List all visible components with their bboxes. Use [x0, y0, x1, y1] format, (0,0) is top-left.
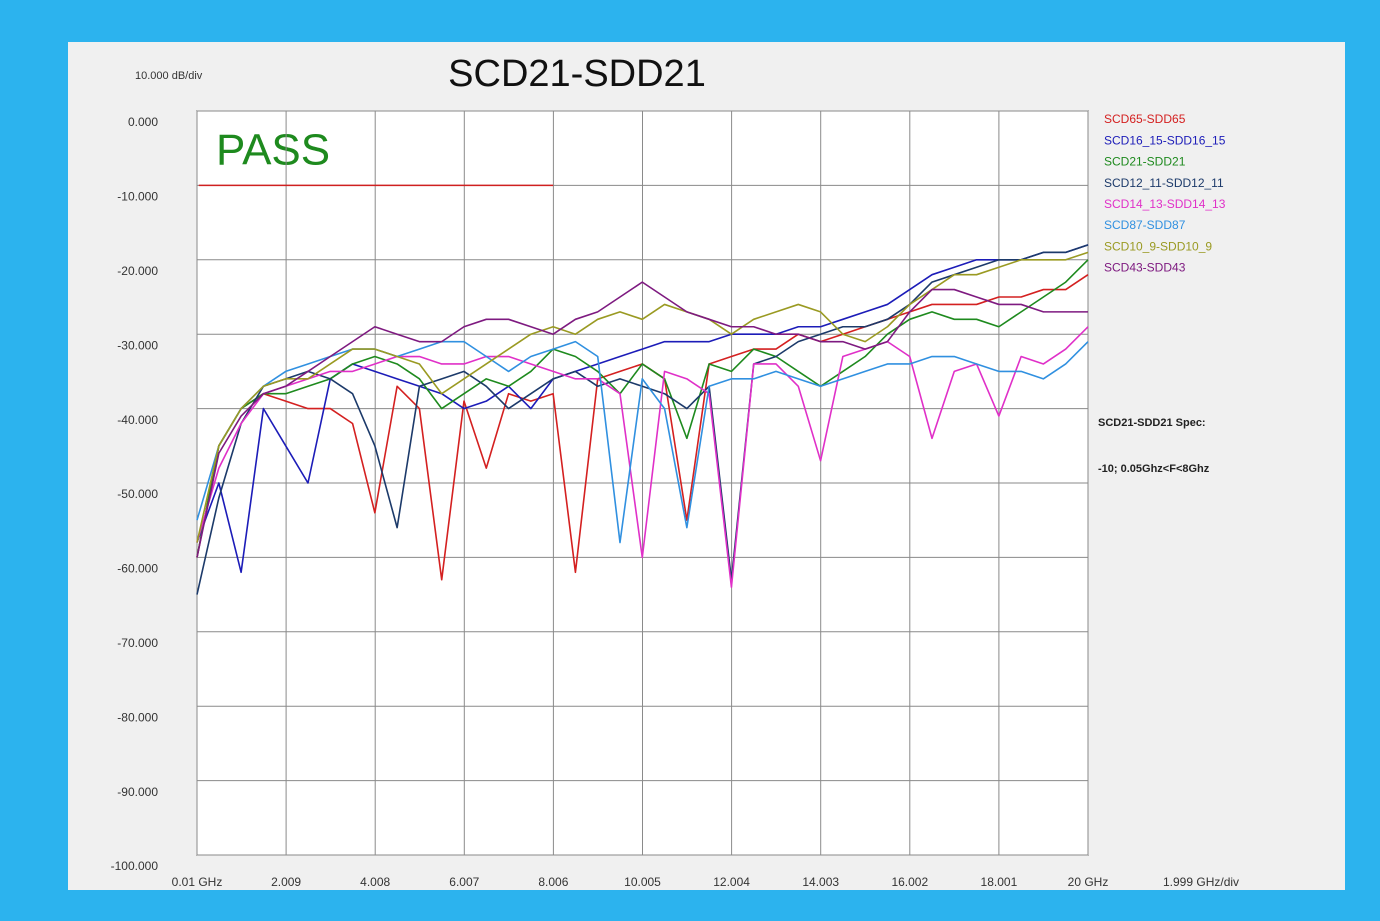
y-tick-label: -10.000 — [117, 190, 158, 204]
series-line — [196, 340, 1089, 544]
x-unit-label: 1.999 GHz/div — [1163, 875, 1239, 889]
legend-entry: SCD43-SDD43 — [1104, 261, 1186, 275]
spec-label: SCD21-SDD21 Spec: — [1098, 417, 1206, 429]
series-line — [196, 326, 1089, 588]
y-tick-label: 0.000 — [128, 115, 158, 129]
legend-entry: SCD87-SDD87 — [1104, 218, 1186, 232]
legend-entry: SCD65-SDD65 — [1104, 112, 1186, 126]
pass-label: PASS — [216, 126, 330, 175]
y-tick-label: -20.000 — [117, 264, 158, 278]
y-tick-label: -90.000 — [117, 785, 158, 799]
y-tick-label: -70.000 — [117, 636, 158, 650]
x-tick-label: 4.008 — [360, 875, 390, 889]
y-unit-label: 10.000 dB/div — [135, 70, 203, 82]
series-line — [196, 251, 1089, 543]
chart-title: SCD21-SDD21 — [448, 53, 706, 95]
y-tick-label: -100.000 — [111, 859, 159, 873]
x-tick-label: 8.006 — [538, 875, 568, 889]
x-tick-label: 0.01 GHz — [172, 875, 223, 889]
y-tick-label: -50.000 — [117, 487, 158, 501]
y-tick-label: -40.000 — [117, 413, 158, 427]
x-tick-label: 6.007 — [449, 875, 479, 889]
legend-entry: SCD16_15-SDD16_15 — [1104, 133, 1226, 147]
legend-entry: SCD21-SDD21 — [1104, 155, 1186, 169]
series-line — [196, 281, 1088, 558]
spec-value: -10; 0.05Ghz<F<8Ghz — [1098, 463, 1210, 475]
x-tick-label: 2.009 — [271, 875, 301, 889]
x-tick-label: 12.004 — [713, 875, 750, 889]
y-tick-label: -60.000 — [117, 562, 158, 576]
legend-entry: SCD12_11-SDD12_11 — [1104, 176, 1224, 190]
x-tick-label: 18.001 — [981, 875, 1018, 889]
y-tick-label: -30.000 — [117, 338, 158, 352]
x-tick-label: 14.003 — [802, 875, 839, 889]
series-line — [196, 244, 1089, 595]
legend-entry: SCD14_13-SDD14_13 — [1104, 197, 1226, 211]
x-tick-label: 20 GHz — [1068, 875, 1109, 889]
series-line — [196, 259, 1089, 558]
x-tick-label: 10.005 — [624, 875, 661, 889]
legend-entry: SCD10_9-SDD10_9 — [1104, 239, 1212, 253]
x-tick-label: 16.002 — [891, 875, 928, 889]
y-tick-label: -80.000 — [117, 710, 158, 724]
